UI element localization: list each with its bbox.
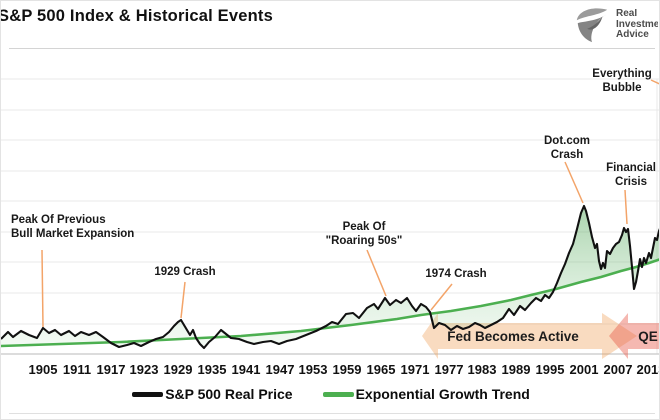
eagle-logo-icon <box>576 8 608 43</box>
x-tick-label: 1935 <box>197 362 227 377</box>
annotation-line-crash-1974 <box>430 283 453 311</box>
x-tick-label: 2013 <box>636 362 659 377</box>
annotation-prev-bull-peak: Peak Of Previous Bull Market Expansion <box>11 214 135 241</box>
x-tick-label: 1983 <box>467 362 497 377</box>
x-tick-label: 2007 <box>603 362 633 377</box>
x-tick-label: 1941 <box>231 362 261 377</box>
annotation-line-roaring-50s <box>366 249 387 297</box>
annotation-dotcom-crash: Dot.com Crash <box>544 135 590 162</box>
brand-name-line1: Real <box>616 9 638 19</box>
legend-label-price: S&P 500 Real Price <box>165 386 293 402</box>
era-band-qe <box>609 313 659 359</box>
annotation-line-financial-crisis <box>624 189 628 225</box>
annotation-roaring-50s: Peak Of "Roaring 50s" <box>325 221 403 248</box>
annotation-1974-crash: 1974 Crash <box>425 268 487 280</box>
era-band-fed-active <box>422 313 637 359</box>
chart-legend: S&P 500 Real Price Exponential Growth Tr… <box>1 386 659 402</box>
brand-name: Real Investment Advice <box>616 9 658 41</box>
bottom-divider <box>9 413 655 414</box>
era-arrow-bands <box>422 313 659 359</box>
x-tick-label: 1947 <box>265 362 295 377</box>
x-tick-label: 1977 <box>434 362 464 377</box>
annotation-financial-crisis: Financial Crisis <box>606 162 656 189</box>
trend-line <box>1 258 659 348</box>
x-tick-label: 1989 <box>501 362 531 377</box>
annotation-line-dotcom-crash <box>564 161 584 204</box>
x-tick-label: 1953 <box>298 362 328 377</box>
x-tick-label: 1911 <box>62 362 92 377</box>
legend-label-trend: Exponential Growth Trend <box>355 386 530 402</box>
brand-name-line2: Investment <box>616 18 658 30</box>
x-tick-label: 2001 <box>569 362 599 377</box>
x-tick-label: 1971 <box>400 362 430 377</box>
x-tick-label: 1959 <box>332 362 362 377</box>
fed-becomes-active-label: Fed Becomes Active <box>447 329 579 344</box>
x-tick-label: 1917 <box>96 362 126 377</box>
x-tick-label: 1923 <box>129 362 159 377</box>
price-trend-fill-area <box>1 206 659 348</box>
brand-logo: Real Investment Advice <box>572 6 658 44</box>
qe-label: QE <box>638 329 658 344</box>
annotation-everything-bubble: Everything Bubble <box>592 68 652 95</box>
annotation-line-everything-bubble <box>650 79 659 85</box>
annotation-line-prev-bull-peak <box>41 249 44 328</box>
data-series <box>1 204 659 350</box>
price-line-swatch <box>132 391 164 397</box>
x-tick-label: 1995 <box>535 362 565 377</box>
x-tick-label: 1965 <box>366 362 396 377</box>
x-tick-label: 1905 <box>28 362 58 377</box>
annotation-line-crash-1929 <box>180 281 186 319</box>
title-divider <box>9 48 655 49</box>
trend-line-swatch <box>322 391 354 397</box>
brand-name-line3: Advice <box>616 29 649 40</box>
annotation-pointer-lines <box>41 79 659 328</box>
legend-item-trend: Exponential Growth Trend <box>322 386 530 402</box>
page-title: S&P 500 Index & Historical Events <box>0 7 273 25</box>
price-line <box>1 204 659 350</box>
annotation-1929-crash: 1929 Crash <box>154 266 216 278</box>
x-tick-label: 1929 <box>163 362 193 377</box>
legend-item-price: S&P 500 Real Price <box>132 386 293 402</box>
